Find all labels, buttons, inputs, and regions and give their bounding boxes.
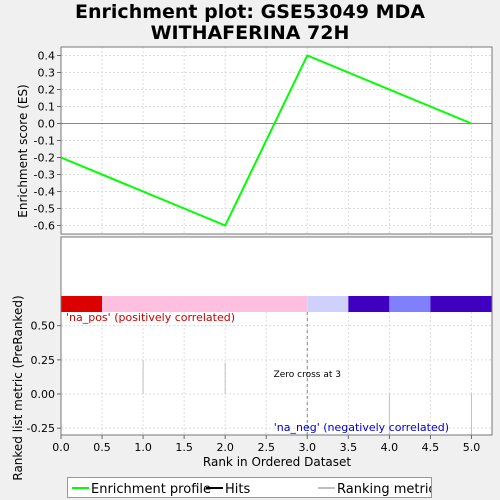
color-bar-segment bbox=[430, 296, 492, 312]
x-tick-label: 2.0 bbox=[216, 441, 234, 454]
neg-correlated-label: 'na_neg' (negatively correlated) bbox=[274, 421, 449, 434]
color-bar-segment bbox=[61, 296, 103, 312]
color-bar-segment bbox=[102, 296, 308, 312]
es-tick-label: 0.1 bbox=[38, 101, 56, 114]
legend-label: Ranking metric scores bbox=[337, 482, 431, 497]
chart-title: Enrichment plot: GSE53049 MDA WITHAFERIN… bbox=[0, 2, 500, 44]
metric-tick-label: 0.50 bbox=[31, 320, 56, 333]
zero-cross-label: Zero cross at 3 bbox=[274, 370, 341, 380]
es-plot-area bbox=[61, 47, 492, 234]
es-panel: 0.4 0.3 0.2 0.1 0.0 -0.1 -0.2 -0.3 -0.4 -0.5 -0.6 bbox=[34, 46, 493, 235]
x-tick-label: 0.0 bbox=[52, 441, 70, 454]
es-tick-label: -0.3 bbox=[34, 169, 55, 182]
x-tick-label: 4.5 bbox=[422, 441, 440, 454]
x-tick-label: 3.5 bbox=[340, 441, 358, 454]
x-tick-label: 1.0 bbox=[134, 441, 152, 454]
es-tick-label: -0.1 bbox=[34, 135, 55, 148]
es-tick-label: -0.4 bbox=[34, 186, 55, 199]
pos-correlated-label: 'na_pos' (positively correlated) bbox=[66, 311, 235, 324]
es-tick-label: -0.5 bbox=[34, 203, 55, 216]
metric-frame bbox=[60, 236, 493, 436]
es-tick-label: -0.6 bbox=[34, 220, 55, 233]
metric-tick-label: 0.00 bbox=[31, 388, 56, 401]
es-tick-label: 0.0 bbox=[38, 118, 56, 131]
enrichment-profile-line bbox=[60, 54, 472, 227]
x-tick-label: 0.5 bbox=[93, 441, 111, 454]
es-tick-label: 0.2 bbox=[38, 84, 56, 97]
metric-plot-area bbox=[61, 237, 492, 435]
x-tick-label: 2.5 bbox=[257, 441, 275, 454]
color-bar-segment bbox=[348, 296, 390, 312]
color-bar-segment bbox=[389, 296, 431, 312]
x-tick-label: 3.0 bbox=[299, 441, 317, 454]
legend-label: Hits bbox=[225, 482, 250, 497]
metric-tick-label: 0.25 bbox=[31, 354, 56, 367]
metric-axis-label: Ranked list metric (PreRanked) bbox=[11, 295, 25, 480]
x-tick-label: 1.5 bbox=[175, 441, 193, 454]
x-tick-label: 4.0 bbox=[381, 441, 399, 454]
es-frame bbox=[60, 46, 493, 235]
es-tick-label: 0.4 bbox=[38, 50, 56, 63]
metric-tick-label: -0.25 bbox=[27, 422, 55, 435]
es-tick-label: -0.2 bbox=[34, 152, 55, 165]
color-bar-segment bbox=[307, 296, 349, 312]
metric-panel: 0.0 0.5 1.0 1.5 2.0 2.5 3.0 3.5 4.0 4.5 5.0 0.50 0.2… bbox=[27, 236, 493, 454]
x-tick-label: 5.0 bbox=[463, 441, 481, 454]
es-axis-label: Enrichment score (ES) bbox=[16, 84, 30, 217]
es-tick-label: 0.3 bbox=[38, 67, 56, 80]
legend: Enrichment profile Hits Ranking metric sco… bbox=[67, 477, 432, 498]
legend-label: Enrichment profile bbox=[91, 482, 211, 497]
chart-title-line2: WITHAFERINA 72H bbox=[150, 22, 350, 44]
x-axis-label: Rank in Ordered Dataset bbox=[203, 455, 351, 469]
chart-title-line1: Enrichment plot: GSE53049 MDA bbox=[75, 1, 425, 23]
